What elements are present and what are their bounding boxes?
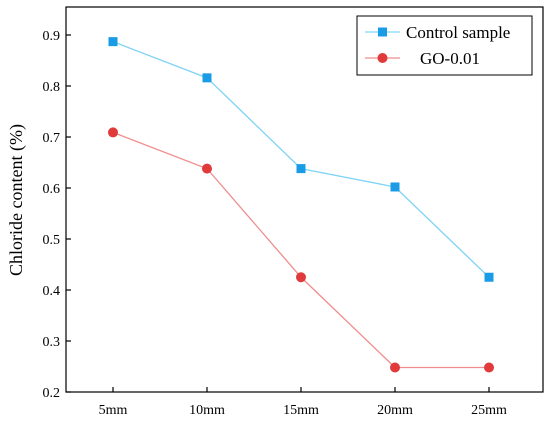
x-tick-label: 20mm	[377, 403, 413, 418]
x-tick-label: 10mm	[189, 403, 225, 418]
y-tick-label: 0.4	[43, 284, 61, 299]
x-tick-label: 15mm	[283, 403, 319, 418]
data-point	[108, 127, 118, 138]
y-tick-label: 0.6	[43, 182, 61, 197]
series-line	[112, 41, 490, 278]
y-tick-label: 0.2	[43, 386, 61, 401]
legend-marker	[378, 27, 387, 37]
legend-label: Control sample	[406, 23, 510, 42]
x-tick-label: 5mm	[99, 403, 128, 418]
data-point	[296, 164, 306, 174]
plot-frame	[65, 6, 544, 393]
y-tick-label: 0.7	[43, 131, 61, 146]
data-point	[296, 272, 306, 283]
legend-label: GO-0.01	[420, 49, 480, 68]
data-point	[390, 362, 400, 373]
legend-box	[356, 15, 533, 76]
data-point	[108, 37, 118, 47]
data-point	[484, 362, 494, 373]
data-point	[202, 163, 212, 174]
data-point	[390, 182, 400, 192]
data-point	[202, 73, 212, 83]
y-tick-label: 0.3	[43, 335, 61, 350]
y-tick-label: 0.9	[43, 29, 61, 44]
legend-marker	[377, 53, 388, 63]
y-axis-title: Chloride content (%)	[6, 124, 27, 276]
y-axis: 0.2 0.3 0.4 0.5 0.6 0.7 0.8 0.9	[43, 29, 71, 401]
data-point	[484, 272, 494, 282]
legend: Control sample GO-0.01	[356, 15, 533, 76]
series-layer	[108, 37, 494, 373]
x-axis: 5mm 10mm 15mm 20mm 25mm	[99, 387, 507, 418]
y-tick-label: 0.5	[43, 233, 61, 248]
y-tick-label: 0.8	[43, 80, 61, 95]
x-tick-label: 25mm	[471, 403, 507, 418]
